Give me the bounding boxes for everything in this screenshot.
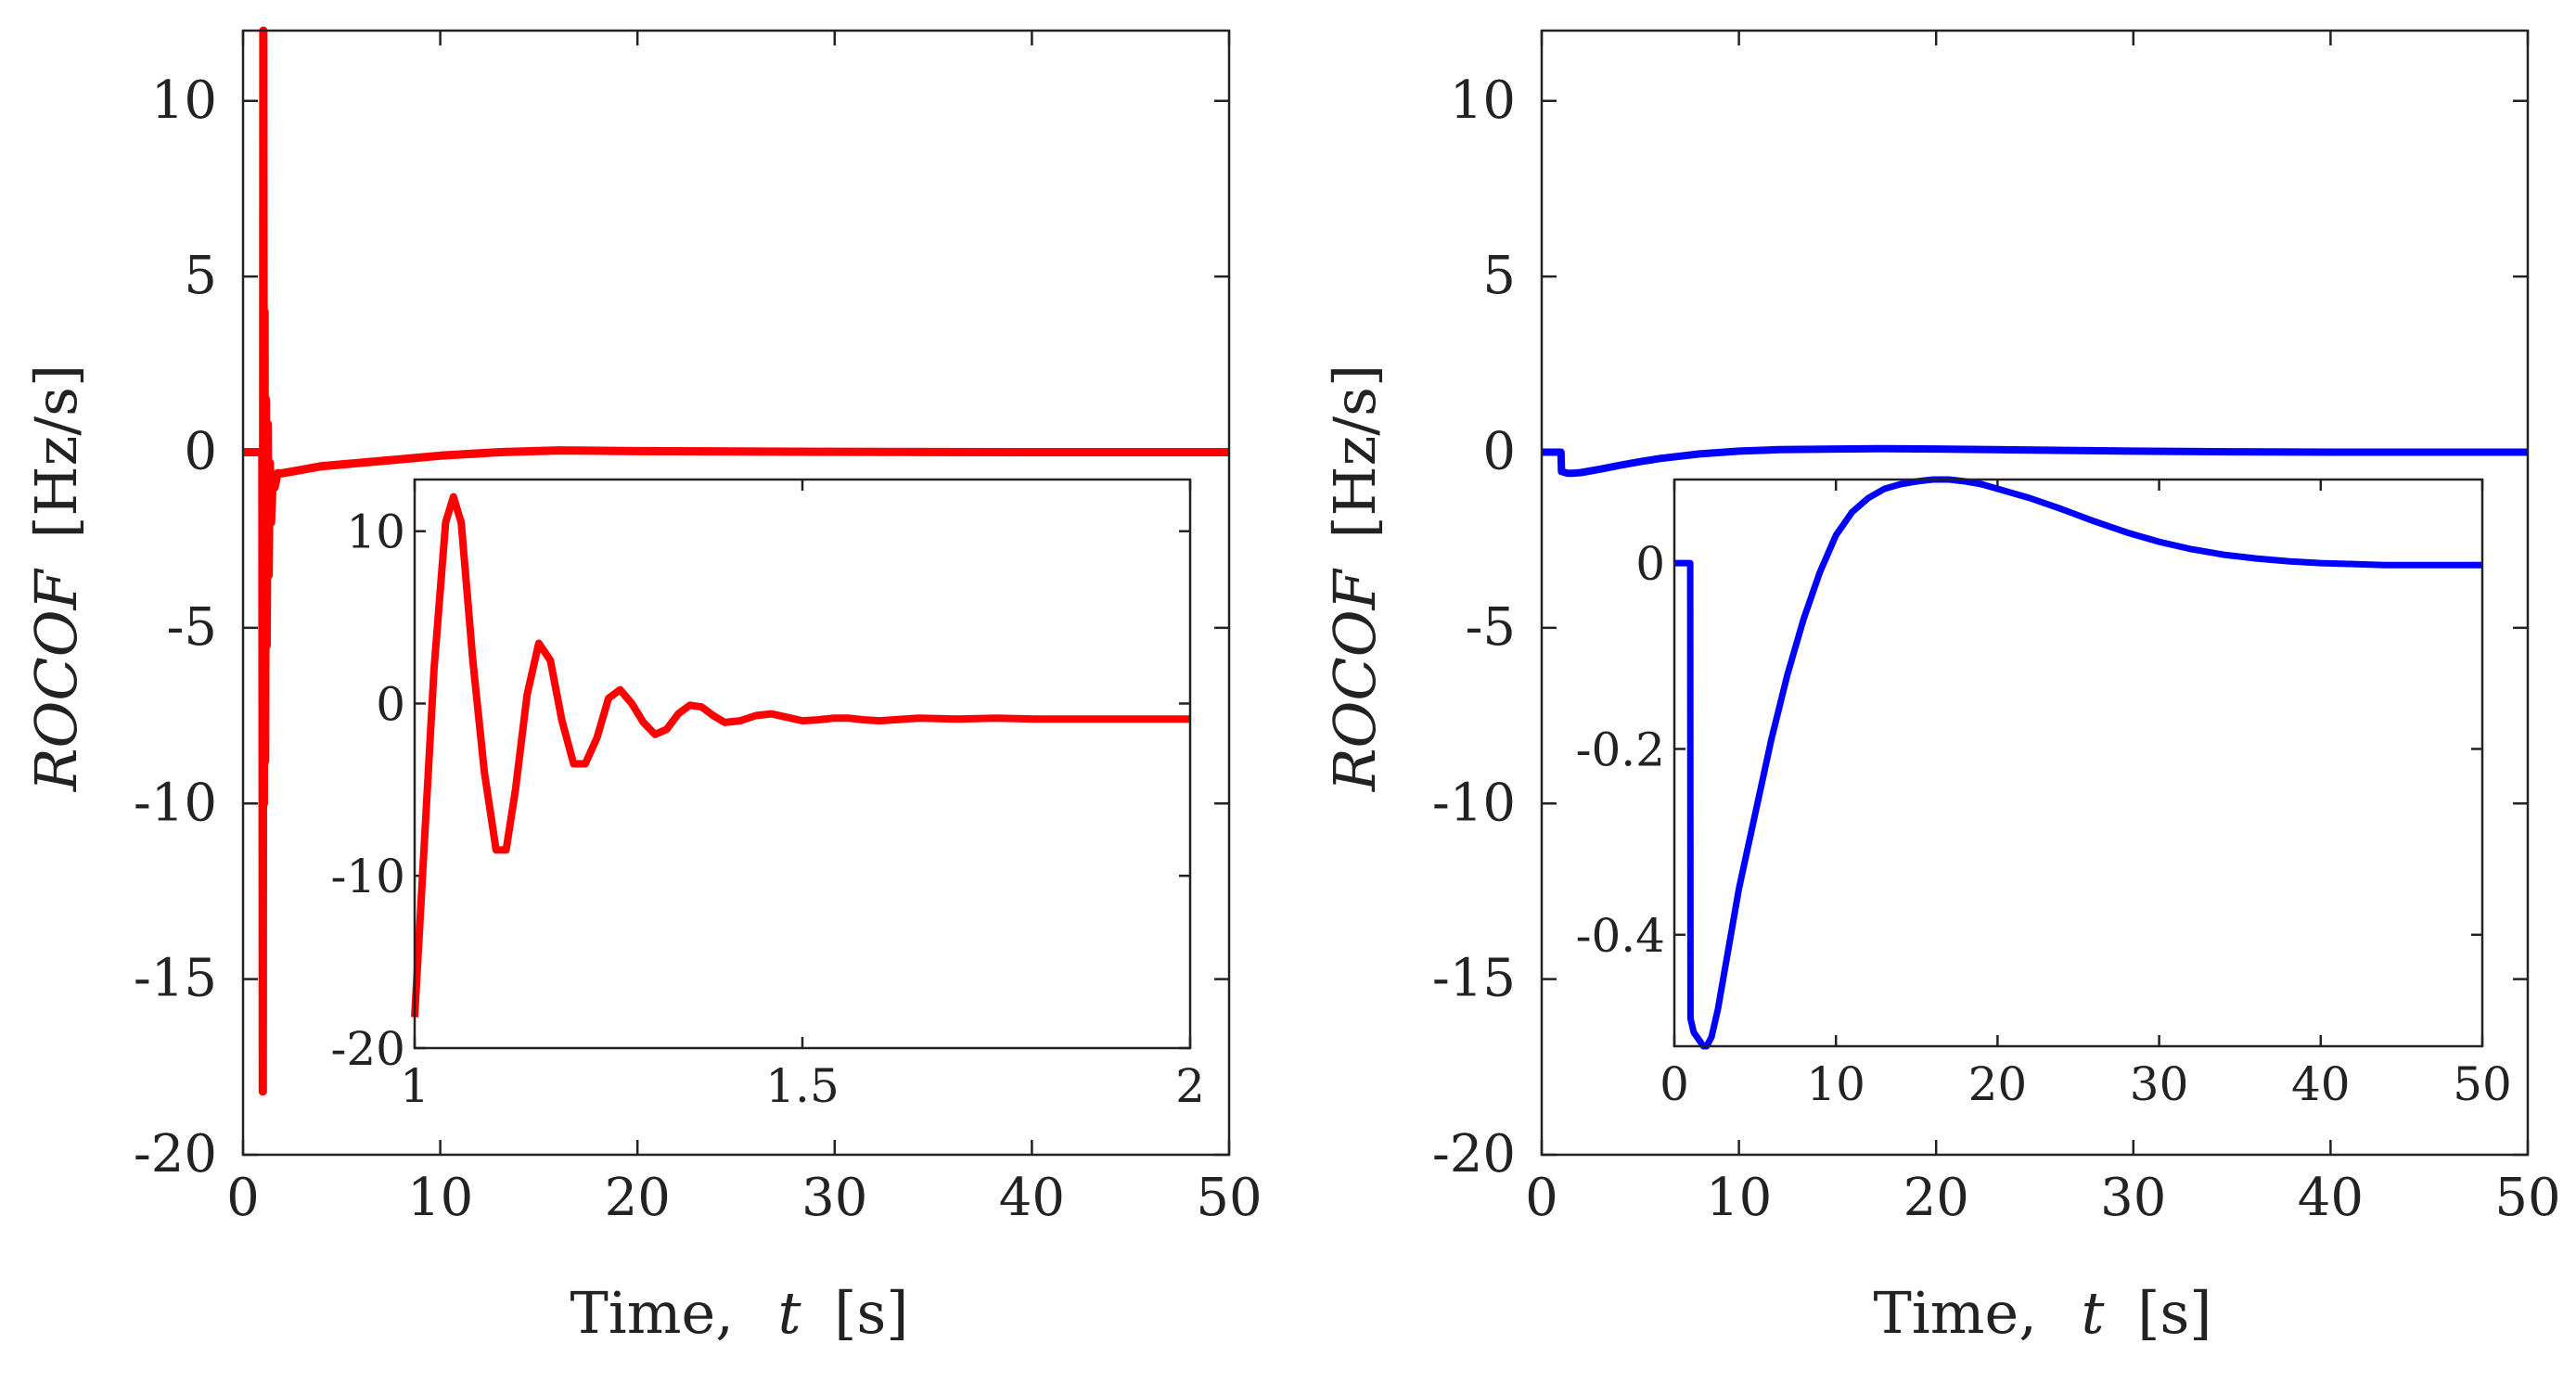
ytick-label: -20 <box>330 1022 405 1076</box>
ytick-label: 0 <box>1635 537 1665 591</box>
right-main-frame <box>1540 29 2530 1157</box>
left-xlabel-text: Time, <box>570 1279 734 1347</box>
left-main-ytick-labels: 10 5 0 -5 -10 -15 -20 <box>134 70 217 1184</box>
ytick-label: -5 <box>1465 597 1516 658</box>
ytick-label: 0 <box>184 422 217 482</box>
xtick-label: 10 <box>1706 1168 1772 1228</box>
ytick-label: 5 <box>1482 246 1516 306</box>
xtick-label: 0 <box>1660 1057 1689 1111</box>
left-main-xtick-labels: 0 10 20 30 40 50 <box>226 1168 1262 1228</box>
ytick-label: -5 <box>166 597 217 658</box>
xtick-label: 50 <box>1196 1168 1262 1228</box>
xtick-label: 30 <box>2100 1168 2166 1228</box>
xtick-label: 40 <box>2298 1168 2364 1228</box>
ytick-label: 10 <box>1450 70 1516 131</box>
xtick-label: 20 <box>1968 1057 2028 1111</box>
ytick-label: -10 <box>1432 773 1516 833</box>
xtick-label: 1.5 <box>765 1059 839 1113</box>
ytick-label: -0.4 <box>1576 909 1665 963</box>
right-inset-frame <box>1672 478 2484 1048</box>
right-xlabel-text: Time, <box>1874 1279 2037 1347</box>
xtick-label: 10 <box>407 1168 473 1228</box>
ytick-label: -0.2 <box>1576 723 1665 776</box>
ytick-label: 10 <box>151 70 217 131</box>
right-ylabel-unit: [Hz/s] <box>1321 365 1389 539</box>
right-inset-axes: 0 10 20 30 40 50 0 -0.2 -0.4 <box>1576 476 2512 1111</box>
ytick-label: -15 <box>134 949 217 1009</box>
ytick-label: -15 <box>1432 949 1516 1009</box>
ytick-label: -10 <box>330 850 405 903</box>
right-main-series-line <box>1542 444 2528 478</box>
left-inset-frame <box>413 478 1192 1050</box>
xtick-label: 30 <box>801 1168 867 1228</box>
left-ylabel: ROCOF [Hz/s] <box>22 365 90 792</box>
left-inset-xtick-labels: 1 1.5 2 <box>400 1059 1205 1113</box>
xtick-label: 20 <box>605 1168 671 1228</box>
xtick-label: 0 <box>226 1168 260 1228</box>
right-xlabel-unit: [s] <box>2137 1279 2211 1347</box>
xtick-label: 50 <box>2453 1057 2512 1111</box>
xtick-label: 2 <box>1175 1059 1205 1113</box>
xtick-label: 10 <box>1806 1057 1865 1111</box>
ytick-label: 10 <box>346 505 405 559</box>
left-inset-series-line <box>411 493 1190 1017</box>
right-xlabel-var: t <box>2082 1279 2105 1347</box>
right-ylabel: ROCOF [Hz/s] <box>1321 365 1389 792</box>
right-main-ytick-labels: 10 5 0 -5 -10 -15 -20 <box>1432 70 1516 1184</box>
left-ylabel-var: ROCOF <box>22 568 90 792</box>
ytick-label: 0 <box>376 677 405 731</box>
left-xlabel: Time, t [s] <box>570 1279 909 1347</box>
left-xlabel-var: t <box>778 1279 801 1347</box>
xtick-label: 0 <box>1525 1168 1558 1228</box>
xtick-label: 40 <box>999 1168 1065 1228</box>
left-inset-background <box>415 480 1190 1048</box>
right-inset-xtick-labels: 0 10 20 30 40 50 <box>1660 1057 2512 1111</box>
ytick-label: -20 <box>1432 1124 1516 1184</box>
right-ylabel-var: ROCOF <box>1321 568 1389 792</box>
ytick-label: -10 <box>134 773 217 833</box>
xtick-label: 1 <box>400 1059 429 1113</box>
ytick-label: -20 <box>134 1124 217 1184</box>
right-inset-background <box>1674 480 2482 1046</box>
ytick-label: 0 <box>1482 422 1516 482</box>
xtick-label: 20 <box>1903 1168 1969 1228</box>
xtick-label: 40 <box>2291 1057 2351 1111</box>
xtick-label: 50 <box>2494 1168 2560 1228</box>
left-main-frame <box>241 29 1231 1157</box>
left-inset-ytick-labels: 10 0 -10 -20 <box>330 505 405 1076</box>
xtick-label: 30 <box>2130 1057 2189 1111</box>
right-inset-ytick-labels: 0 -0.2 -0.4 <box>1576 537 1665 963</box>
left-inset-axes: 1 1.5 2 100-10-20 <box>330 478 1205 1113</box>
left-ylabel-unit: [Hz/s] <box>22 365 90 539</box>
ytick-label: 5 <box>184 246 217 306</box>
right-xlabel: Time, t [s] <box>1874 1279 2212 1347</box>
left-xlabel-unit: [s] <box>834 1279 908 1347</box>
right-main-xtick-labels: 0 10 20 30 40 50 <box>1525 1168 2560 1228</box>
left-main-series-line <box>243 26 1229 1096</box>
